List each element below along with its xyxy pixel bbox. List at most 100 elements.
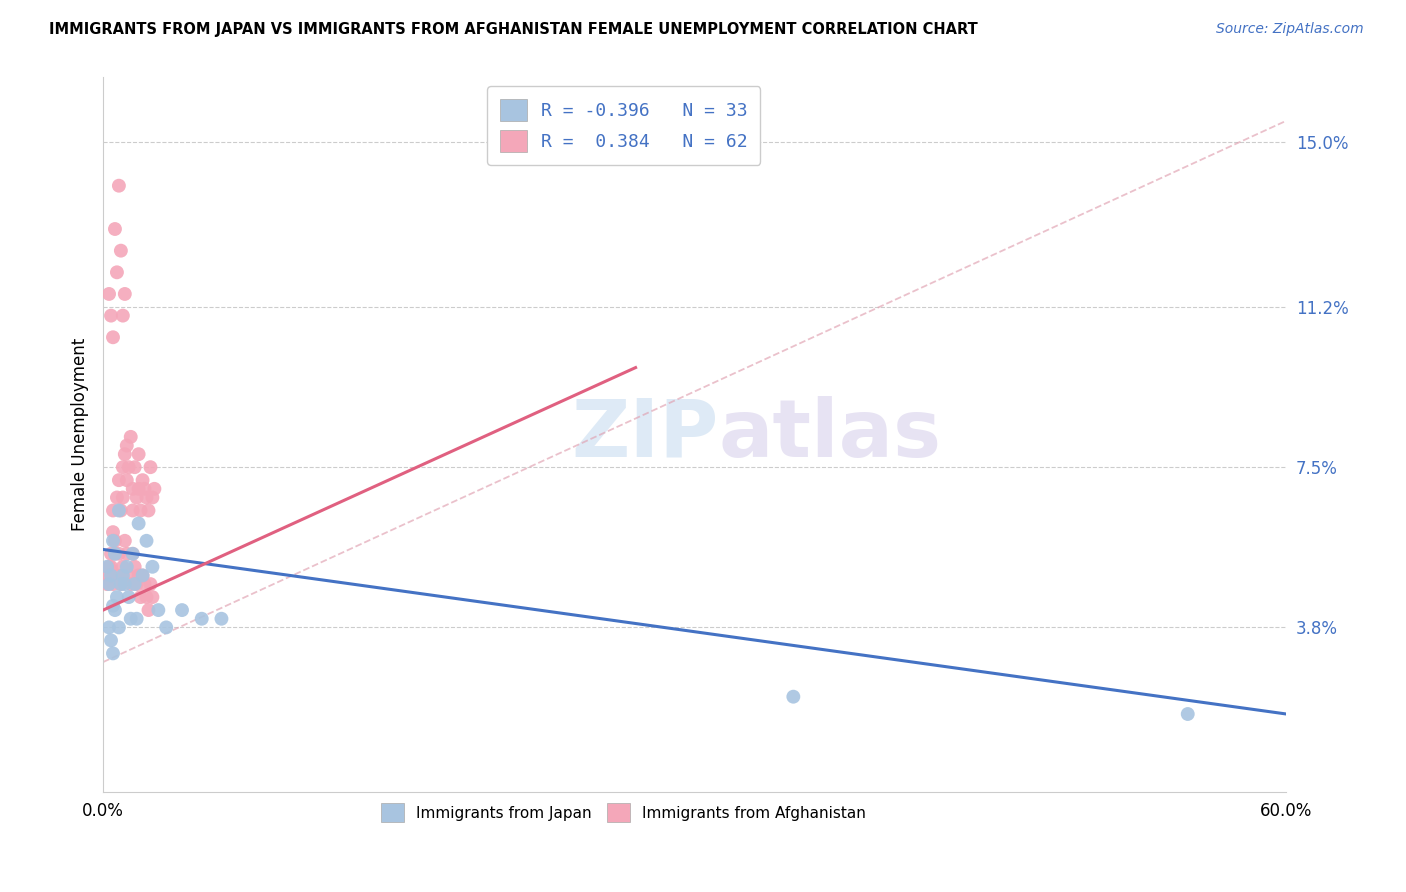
- Point: [108, 473, 131, 487]
- Point: [100, 547, 122, 561]
- Point: [108, 503, 131, 517]
- Point: [114, 533, 136, 548]
- Point: [129, 503, 152, 517]
- Point: [105, 590, 128, 604]
- Point: [100, 559, 122, 574]
- Point: [98, 620, 121, 634]
- Point: [141, 491, 163, 505]
- Point: [190, 612, 212, 626]
- Point: [128, 482, 150, 496]
- Point: [98, 559, 121, 574]
- Point: [104, 533, 127, 548]
- Point: [98, 568, 121, 582]
- Point: [121, 503, 143, 517]
- Point: [104, 222, 127, 236]
- Point: [114, 447, 136, 461]
- Point: [101, 577, 124, 591]
- Point: [120, 577, 142, 591]
- Point: [148, 603, 170, 617]
- Point: [131, 568, 153, 582]
- Point: [101, 646, 124, 660]
- Point: [108, 547, 131, 561]
- Point: [110, 577, 132, 591]
- Point: [111, 309, 134, 323]
- Point: [782, 690, 804, 704]
- Point: [110, 577, 132, 591]
- Point: [121, 482, 143, 496]
- Point: [118, 460, 141, 475]
- Point: [111, 460, 134, 475]
- Point: [134, 577, 156, 591]
- Point: [120, 612, 142, 626]
- Point: [104, 547, 127, 561]
- Point: [125, 612, 148, 626]
- Point: [128, 568, 150, 582]
- Text: Source: ZipAtlas.com: Source: ZipAtlas.com: [1216, 22, 1364, 37]
- Point: [141, 590, 163, 604]
- Point: [125, 577, 148, 591]
- Point: [141, 559, 163, 574]
- Point: [98, 577, 121, 591]
- Point: [115, 438, 138, 452]
- Point: [118, 590, 141, 604]
- Point: [170, 603, 193, 617]
- Point: [211, 612, 233, 626]
- Point: [110, 244, 132, 258]
- Point: [115, 559, 138, 574]
- Point: [120, 430, 142, 444]
- Point: [131, 473, 153, 487]
- Point: [96, 559, 118, 574]
- Point: [155, 620, 177, 634]
- Point: [105, 265, 128, 279]
- Point: [128, 516, 150, 531]
- Point: [98, 287, 121, 301]
- Point: [111, 568, 134, 582]
- Point: [110, 503, 132, 517]
- Point: [101, 533, 124, 548]
- Point: [138, 503, 160, 517]
- Point: [100, 633, 122, 648]
- Point: [101, 330, 124, 344]
- Point: [100, 568, 122, 582]
- Point: [135, 533, 157, 548]
- Point: [105, 568, 128, 582]
- Point: [134, 482, 156, 496]
- Point: [114, 287, 136, 301]
- Point: [143, 482, 166, 496]
- Point: [121, 547, 143, 561]
- Point: [105, 491, 128, 505]
- Point: [131, 568, 153, 582]
- Point: [104, 603, 127, 617]
- Point: [1177, 706, 1199, 721]
- Point: [139, 460, 162, 475]
- Point: [138, 603, 160, 617]
- Point: [101, 599, 124, 613]
- Point: [129, 590, 152, 604]
- Point: [108, 620, 131, 634]
- Text: atlas: atlas: [718, 396, 942, 474]
- Point: [128, 447, 150, 461]
- Point: [135, 491, 157, 505]
- Point: [108, 178, 131, 193]
- Point: [114, 577, 136, 591]
- Point: [96, 577, 118, 591]
- Point: [115, 473, 138, 487]
- Text: ZIP: ZIP: [571, 396, 718, 474]
- Point: [125, 491, 148, 505]
- Point: [101, 525, 124, 540]
- Legend: Immigrants from Japan, Immigrants from Afghanistan: Immigrants from Japan, Immigrants from A…: [368, 791, 879, 834]
- Y-axis label: Female Unemployment: Female Unemployment: [72, 338, 89, 532]
- Point: [124, 460, 146, 475]
- Point: [100, 309, 122, 323]
- Point: [111, 559, 134, 574]
- Text: IMMIGRANTS FROM JAPAN VS IMMIGRANTS FROM AFGHANISTAN FEMALE UNEMPLOYMENT CORRELA: IMMIGRANTS FROM JAPAN VS IMMIGRANTS FROM…: [49, 22, 979, 37]
- Point: [121, 547, 143, 561]
- Point: [124, 559, 146, 574]
- Point: [118, 568, 141, 582]
- Point: [101, 503, 124, 517]
- Point: [115, 547, 138, 561]
- Point: [111, 491, 134, 505]
- Point: [104, 547, 127, 561]
- Point: [124, 577, 146, 591]
- Point: [135, 590, 157, 604]
